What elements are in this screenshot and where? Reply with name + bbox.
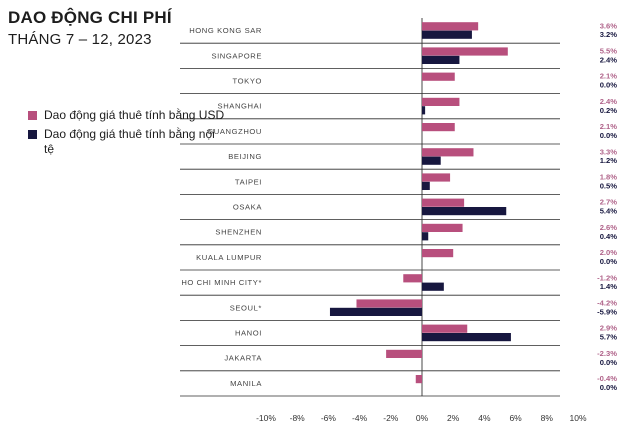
bar-usd [356, 299, 422, 308]
value-label-usd: 1.8% [600, 173, 618, 182]
category-label: GUANGZHOU [207, 127, 262, 136]
bar-local [422, 55, 460, 64]
bar-usd [422, 97, 460, 106]
bar-usd [422, 72, 455, 81]
category-label: TAIPEI [235, 177, 262, 186]
value-label-local: 0.0% [600, 383, 618, 392]
category-label: MANILA [230, 379, 262, 388]
value-label-local: 0.5% [600, 181, 618, 190]
x-tick-label: 2% [447, 413, 460, 423]
value-label-usd: 2.1% [600, 122, 618, 131]
value-label-local: 1.4% [600, 282, 618, 291]
bar-usd [422, 47, 508, 56]
value-label-local: 0.0% [600, 131, 618, 140]
value-label-local: 0.0% [600, 257, 618, 266]
x-tick-label: 0% [416, 413, 429, 423]
x-tick-label: 6% [509, 413, 522, 423]
legend: Dao động giá thuê tính bằng USD Dao động… [28, 108, 228, 161]
category-label: TOKYO [233, 77, 262, 86]
value-label-local: -5.9% [597, 307, 617, 316]
bar-usd [386, 349, 422, 358]
category-label: SHENZHEN [215, 228, 262, 237]
value-label-usd: 2.0% [600, 248, 618, 257]
value-label-usd: 2.7% [600, 198, 618, 207]
category-label: OSAKA [233, 203, 263, 212]
bar-local [422, 106, 426, 115]
x-tick-label: -10% [256, 413, 276, 423]
value-label-local: 1.2% [600, 156, 618, 165]
bar-local [422, 232, 429, 241]
value-label-local: 5.7% [600, 333, 618, 342]
bar-usd [422, 223, 463, 232]
bar-usd [415, 375, 422, 384]
legend-swatch-local [28, 130, 37, 139]
bar-usd [422, 249, 454, 258]
bar-local [422, 156, 441, 165]
legend-item-local: Dao động giá thuê tính bằng nội tệ [28, 127, 228, 157]
category-label: HONG KONG SAR [189, 26, 262, 35]
x-tick-label: 8% [541, 413, 554, 423]
value-label-usd: 3.6% [600, 21, 618, 30]
value-label-local: 5.4% [600, 207, 618, 216]
value-label-local: 3.2% [600, 30, 618, 39]
x-tick-label: -4% [352, 413, 368, 423]
legend-swatch-usd [28, 111, 37, 120]
value-label-usd: 3.3% [600, 147, 618, 156]
category-label: KUALA LUMPUR [196, 253, 262, 262]
bar-local [422, 30, 472, 39]
value-label-local: 0.2% [600, 106, 618, 115]
x-tick-label: -2% [383, 413, 399, 423]
x-tick-label: -6% [321, 413, 337, 423]
value-label-usd: 2.1% [600, 72, 618, 81]
value-label-usd: 2.6% [600, 223, 618, 232]
legend-label-local: Dao động giá thuê tính bằng nội tệ [44, 127, 215, 156]
value-label-usd: -2.3% [597, 349, 617, 358]
value-label-usd: -1.2% [597, 273, 617, 282]
bar-usd [422, 22, 479, 31]
legend-item-usd: Dao động giá thuê tính bằng USD [28, 108, 228, 123]
chart-title: DAO ĐỘNG CHI PHÍ [8, 8, 172, 27]
value-label-local: 0.0% [600, 81, 618, 90]
value-label-local: 2.4% [600, 55, 618, 64]
x-tick-label: -8% [290, 413, 306, 423]
chart-subtitle: THÁNG 7 – 12, 2023 [8, 31, 152, 48]
x-tick-label: 10% [569, 413, 586, 423]
category-label: SINGAPORE [211, 51, 262, 60]
bar-usd [422, 173, 451, 182]
bar-usd [422, 148, 474, 157]
category-label: JAKARTA [224, 354, 262, 363]
value-label-local: 0.4% [600, 232, 618, 241]
x-tick-label: 4% [478, 413, 491, 423]
value-label-usd: 2.4% [600, 97, 618, 106]
bar-local [329, 307, 422, 316]
value-label-usd: -4.2% [597, 299, 617, 308]
legend-label-usd: Dao động giá thuê tính bằng USD [44, 108, 225, 122]
bar-local [422, 181, 430, 190]
bar-local [422, 207, 507, 216]
category-label: SEOUL* [230, 303, 262, 312]
bar-local [422, 333, 511, 342]
category-label: SHANGHAI [218, 102, 262, 111]
category-label: BEIJING [228, 152, 262, 161]
value-label-usd: 2.9% [600, 324, 618, 333]
bar-usd [422, 324, 468, 333]
bar-usd [422, 123, 455, 132]
category-label: HO CHI MINH CITY* [181, 278, 262, 287]
value-label-usd: -0.4% [597, 374, 617, 383]
category-label: HANOI [235, 329, 262, 338]
bar-usd [403, 274, 422, 283]
value-label-usd: 5.5% [600, 47, 618, 56]
value-label-local: 0.0% [600, 358, 618, 367]
bar-usd [422, 198, 465, 207]
bar-local [422, 282, 444, 291]
